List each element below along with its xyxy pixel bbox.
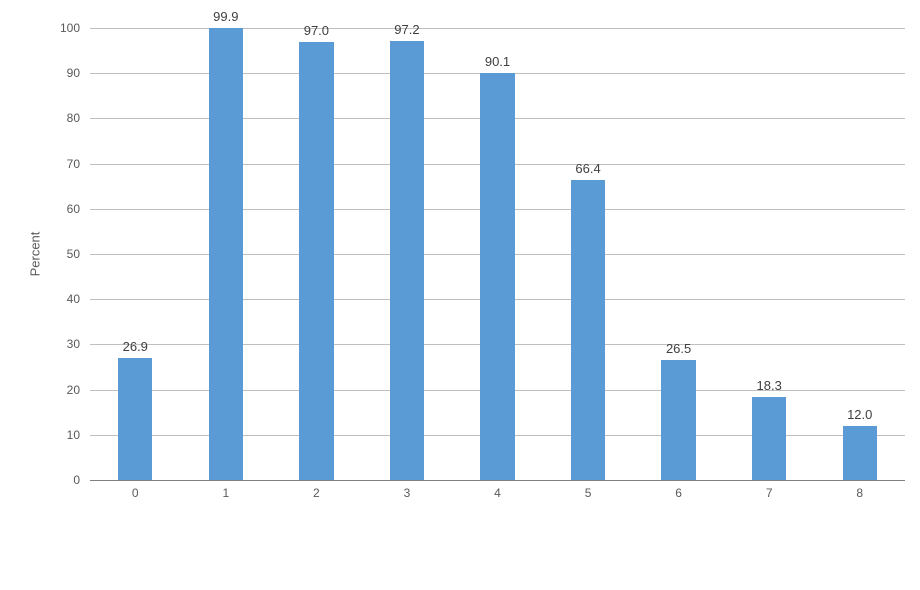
x-tick-label: 4 [494,486,501,500]
bar [843,426,877,480]
x-tick-label: 3 [404,486,411,500]
bar [390,41,424,480]
bar-chart: 26.9 99.9 97.0 97.2 90.1 66.4 26.5 18.3 12.0 Per… [0,0,920,590]
bar-value-label: 97.0 [304,23,329,38]
bar-value-label: 66.4 [575,161,600,176]
bar [299,42,333,480]
x-tick-label: 5 [585,486,592,500]
bar-value-label: 90.1 [485,54,510,69]
x-tick-label: 7 [766,486,773,500]
x-tick-label: 2 [313,486,320,500]
x-tick-label: 0 [132,486,139,500]
y-axis-title: Percent [28,232,43,277]
bar-value-label: 18.3 [757,378,782,393]
x-tick-label: 8 [856,486,863,500]
x-axis-baseline [90,480,905,481]
plot-area: 26.999.997.097.290.166.426.518.312.0 [90,28,905,480]
bar-value-label: 12.0 [847,407,872,422]
bar [118,358,152,480]
bar-value-label: 26.5 [666,341,691,356]
x-tick-label: 6 [675,486,682,500]
bar-value-label: 26.9 [123,339,148,354]
bar [752,397,786,480]
bar [661,360,695,480]
bar [209,28,243,480]
x-tick-label: 1 [222,486,229,500]
bar-value-label: 99.9 [213,9,238,24]
bar [571,180,605,480]
bar-value-label: 97.2 [394,22,419,37]
bar [480,73,514,480]
